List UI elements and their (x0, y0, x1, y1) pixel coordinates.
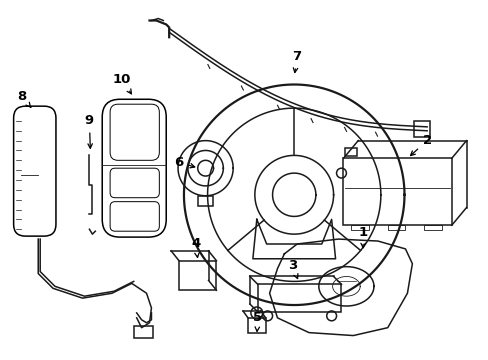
Bar (345, 148, 357, 156)
Text: 3: 3 (287, 259, 297, 279)
Bar (179, 261, 216, 290)
Text: 2: 2 (410, 134, 431, 156)
Bar (343, 158, 451, 225)
Text: 1: 1 (358, 226, 367, 248)
Bar (413, 121, 429, 137)
Bar (423, 225, 441, 230)
Bar (133, 326, 153, 338)
Bar (197, 196, 213, 206)
Bar (247, 318, 265, 333)
Bar (350, 225, 368, 230)
Text: 10: 10 (113, 73, 131, 94)
Text: 4: 4 (191, 238, 200, 257)
Text: 7: 7 (292, 50, 301, 72)
Text: 5: 5 (253, 311, 262, 332)
Text: 9: 9 (85, 114, 94, 148)
Bar (387, 225, 405, 230)
Bar (257, 284, 341, 312)
Text: 8: 8 (17, 90, 31, 108)
Text: 6: 6 (174, 156, 194, 169)
